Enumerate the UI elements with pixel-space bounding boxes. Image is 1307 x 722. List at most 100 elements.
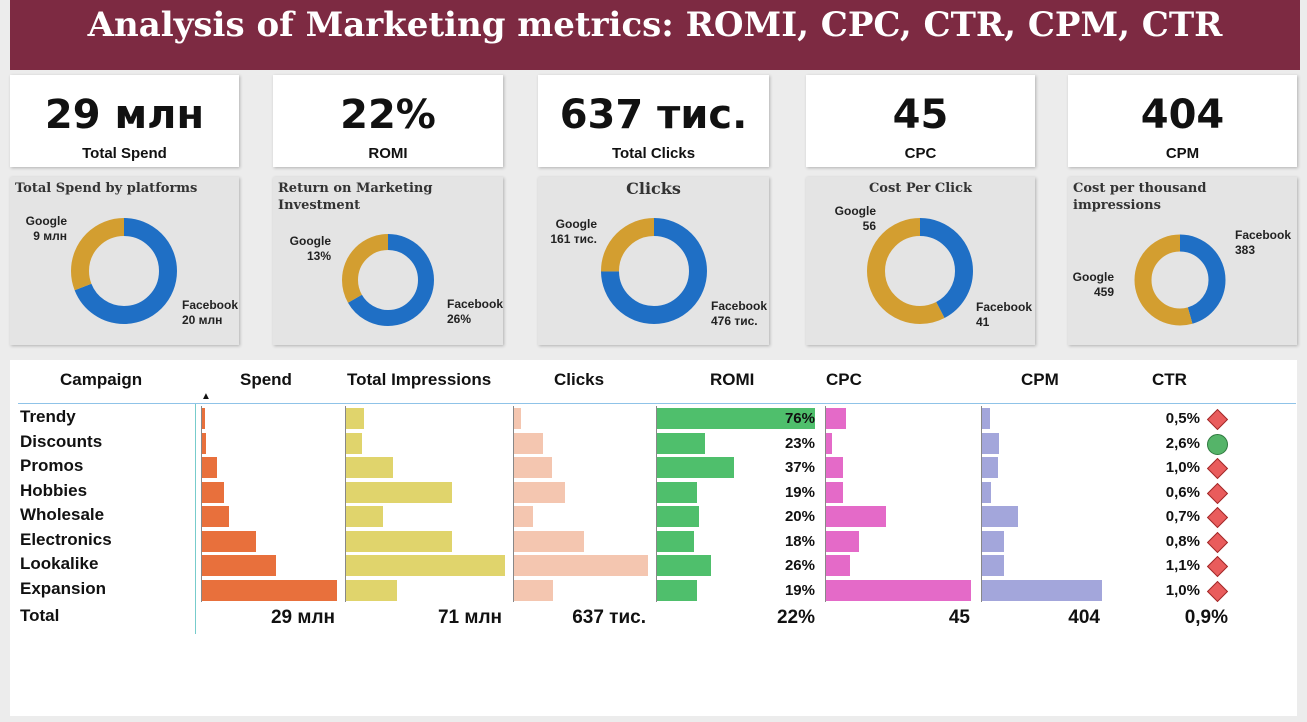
romi-bar[interactable]	[657, 408, 815, 429]
romi-value: 18%	[784, 532, 815, 550]
donut-slice-google[interactable]	[1134, 234, 1226, 326]
campaign-name[interactable]: Hobbies	[20, 480, 88, 500]
romi-bar[interactable]	[657, 457, 734, 478]
campaign-name[interactable]: Discounts	[20, 431, 103, 451]
campaign-name[interactable]: Wholesale	[20, 505, 105, 524]
cpc-bar[interactable]	[826, 408, 846, 429]
donut-label-google: Google 56	[834, 204, 876, 233]
cpm-bar[interactable]	[982, 457, 998, 478]
cpm-bar[interactable]	[982, 481, 992, 503]
total-impressions: 71 млн	[437, 607, 502, 628]
clicks-bar[interactable]	[514, 530, 584, 552]
romi-bar[interactable]	[657, 432, 705, 454]
impressions-bar[interactable]	[346, 457, 393, 478]
spend-bar[interactable]	[202, 506, 229, 527]
spend-bar[interactable]	[202, 408, 205, 429]
donut-chart	[1134, 234, 1226, 326]
header-divider	[18, 403, 1296, 404]
spend-bar[interactable]	[202, 432, 207, 454]
kpi-label: CPM	[1165, 145, 1200, 162]
kpi-card-total-clicks: 637 тис. Total Clicks	[538, 75, 769, 167]
clicks-bar[interactable]	[514, 481, 565, 503]
dashboard-title: Analysis of Marketing metrics: ROMI, CPC…	[10, 0, 1300, 70]
romi-value: 76%	[784, 410, 815, 427]
clicks-bar[interactable]	[514, 506, 533, 527]
impressions-bar[interactable]	[346, 432, 362, 454]
romi-bar[interactable]	[657, 555, 712, 576]
impressions-bar[interactable]	[346, 530, 452, 552]
header-clicks[interactable]: Clicks	[554, 370, 605, 389]
header-ctr[interactable]: CTR	[1152, 370, 1187, 389]
sort-ascending-icon[interactable]: ▲	[201, 391, 211, 402]
impressions-bar[interactable]	[346, 579, 398, 601]
ctr-value: 0,5%	[1165, 410, 1200, 427]
spend-axis	[201, 406, 202, 602]
cpm-bar[interactable]	[982, 408, 990, 429]
impressions-bar[interactable]	[346, 481, 452, 503]
romi-bar[interactable]	[657, 579, 697, 601]
campaign-name[interactable]: Electronics	[20, 529, 112, 549]
donut-title: Total Spend by platforms	[15, 181, 198, 196]
campaign-name[interactable]: Lookalike	[20, 554, 99, 573]
clicks-bar[interactable]	[514, 408, 522, 429]
impressions-bar[interactable]	[346, 555, 505, 576]
donut-slice-google[interactable]	[71, 218, 177, 324]
cpm-bar[interactable]	[982, 579, 1102, 601]
cpc-bar[interactable]	[826, 506, 886, 527]
cpc-bar[interactable]	[826, 457, 843, 478]
campaign-name[interactable]: Promos	[20, 456, 84, 475]
kpi-label: CPC	[904, 145, 937, 162]
romi-value: 19%	[784, 581, 815, 599]
kpi-value: 29 млн	[44, 92, 205, 138]
donut-label-google: Google 9 млн	[25, 214, 67, 243]
kpi-label: Total Clicks	[611, 145, 696, 162]
impressions-bar[interactable]	[346, 408, 365, 429]
donut-title: Cost Per Click	[868, 181, 973, 196]
clicks-bar[interactable]	[514, 555, 648, 576]
romi-bar[interactable]	[657, 506, 699, 527]
donut-slice-google[interactable]	[867, 218, 973, 324]
cpc-bar[interactable]	[826, 481, 843, 503]
donut-chart	[342, 234, 434, 326]
total-cpm: 404	[1068, 607, 1100, 628]
spend-bar[interactable]	[202, 457, 217, 478]
spend-bar[interactable]	[202, 530, 256, 552]
header-cpc[interactable]: CPC	[826, 370, 862, 389]
ctr-value: 1,0%	[1165, 581, 1200, 599]
kpi-label: Total Spend	[82, 145, 167, 162]
campaign-name[interactable]: Trendy	[20, 407, 76, 426]
romi-bar[interactable]	[657, 481, 697, 503]
cpm-bar[interactable]	[982, 530, 1005, 552]
donut-slice-google[interactable]	[342, 234, 434, 326]
donut-slice-google[interactable]	[601, 218, 707, 324]
impressions-bar[interactable]	[346, 506, 383, 527]
ctr-value: 0,8%	[1165, 532, 1200, 550]
cpc-bar[interactable]	[826, 530, 859, 552]
clicks-bar[interactable]	[514, 579, 554, 601]
donut-label-google: Google 161 тис.	[550, 217, 597, 246]
donut-label-facebook: Facebook 41	[976, 300, 1033, 329]
header-campaign[interactable]: Campaign	[60, 370, 143, 389]
header-impressions[interactable]: Total Impressions	[347, 370, 492, 389]
donut-label-google: Google 459	[1072, 270, 1114, 299]
kpi-value: 637 тис.	[559, 92, 748, 138]
romi-bar[interactable]	[657, 530, 695, 552]
cpm-bar[interactable]	[982, 555, 1004, 576]
kpi-value: 404	[1140, 92, 1225, 138]
campaign-table: Campaign Spend Total Impressions Clicks …	[10, 360, 1297, 716]
header-romi[interactable]: ROMI	[710, 370, 755, 389]
campaign-name[interactable]: Expansion	[20, 578, 106, 598]
cpm-bar[interactable]	[982, 506, 1018, 527]
status-bad-diamond-icon	[1206, 408, 1229, 431]
cpm-bar[interactable]	[982, 432, 999, 454]
header-spend[interactable]: Spend	[240, 370, 292, 389]
clicks-bar[interactable]	[514, 432, 544, 454]
spend-bar[interactable]	[202, 555, 277, 576]
header-cpm[interactable]: CPM	[1021, 370, 1059, 389]
spend-bar[interactable]	[202, 579, 337, 601]
cpc-bar[interactable]	[826, 555, 850, 576]
clicks-bar[interactable]	[514, 457, 552, 478]
cpc-bar[interactable]	[826, 579, 971, 601]
spend-bar[interactable]	[202, 481, 224, 503]
cpc-bar[interactable]	[826, 432, 832, 454]
